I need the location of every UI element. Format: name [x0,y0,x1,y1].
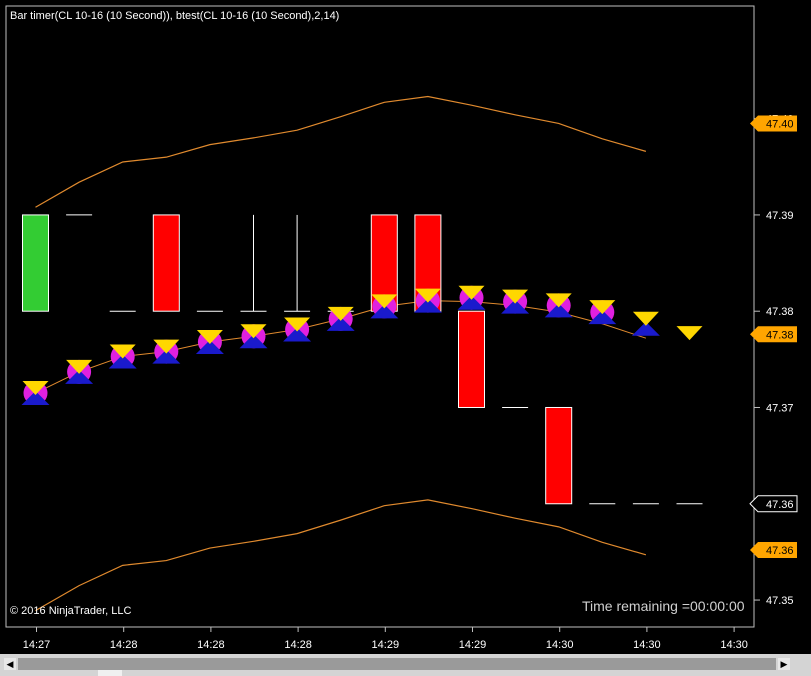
marker-down-triangle [676,326,703,341]
marker-up-triangle [501,299,530,314]
signal-marker [588,300,617,325]
signal-marker [326,306,355,331]
signal-marker [108,344,137,369]
marker-down-triangle [502,289,529,304]
marker-down-triangle [22,381,49,396]
right-panel-edge [800,0,811,654]
bar-body [22,214,49,312]
y-tick-label: 47.39 [766,210,794,222]
marker-down-triangle [589,300,616,315]
scroll-left-icon[interactable]: ◀ [4,658,16,670]
signal-marker [370,294,399,319]
signal-marker [413,288,442,313]
marker-up-triangle [588,310,617,325]
scroll-track[interactable] [18,658,776,670]
marker-up-triangle [283,327,312,342]
price-tag-label: 47.36 [766,545,794,557]
price-tag-shape [750,115,797,132]
x-tick-label: 14:30 [546,639,574,651]
signal-marker [152,339,181,364]
marker-down-triangle [109,344,136,359]
marker-up-triangle [239,334,268,349]
marker-up-triangle [457,295,486,310]
markers-layer [21,285,703,406]
marker-down-triangle [371,294,398,309]
marker-up-triangle [152,349,181,364]
marker-up-triangle [370,304,399,319]
marker-up-triangle [108,354,137,369]
signal-marker [21,381,50,406]
copyright-text: © 2016 NinjaTrader, LLC [10,605,132,617]
marker-down-triangle [458,285,485,300]
marker-up-triangle [195,340,224,355]
marker-up-triangle [65,369,94,384]
marker-down-triangle [66,359,93,374]
scroll-thumb[interactable] [98,670,122,676]
bar-body [152,214,180,312]
marker-down-triangle [632,311,659,326]
y-axis: 47.40 47.39 47.38 47.37 47.36 47.35 [754,114,794,607]
signal-marker [544,293,573,318]
horizontal-scrollbar[interactable]: ◀ ▶ [0,654,811,676]
marker-up-triangle [21,391,50,406]
bar-body [458,310,485,408]
y-tick-label: 47.38 [766,306,794,318]
signal-marker [65,359,94,384]
price-tags: 47.40 47.38 47.36 47.36 [749,115,798,558]
price-tag-label: 47.38 [766,329,794,341]
marker-down-triangle [284,317,311,332]
lower-band-line [35,499,647,612]
x-tick-label: 14:28 [110,639,138,651]
signal-marker [195,330,224,355]
marker-down-triangle [196,330,223,345]
signal-marker [501,289,530,314]
price-tag-label: 47.36 [766,499,794,511]
x-axis: 14:27 14:28 14:28 14:28 14:29 14:29 14:30 14:30… [23,627,811,651]
time-remaining: Time remaining =00:00:00 [582,598,745,614]
signal-marker [631,311,660,336]
x-tick-label: 14:28 [284,639,312,651]
marker-up-triangle [631,321,660,336]
marker-down-triangle [414,288,441,303]
signal-marker [457,285,486,310]
x-tick-label: 14:27 [23,639,51,651]
signal-marker [283,317,312,342]
marker-up-triangle [413,298,442,313]
x-tick-label: 14:30 [720,639,748,651]
y-tick-label: 47.35 [766,595,794,607]
marker-down-triangle [327,306,354,321]
marker-down-triangle [545,293,572,308]
price-tag-shape [750,326,797,343]
bar-body [545,406,573,505]
x-tick-label: 14:29 [459,639,487,651]
scroll-right-icon[interactable]: ▶ [778,658,790,670]
price-tag-shape [749,495,798,513]
marker-down-triangle [153,339,180,354]
y-tick-label: 47.37 [766,402,794,414]
x-tick-label: 14:29 [372,639,400,651]
x-tick-label: 14:28 [197,639,225,651]
upper-band-line [35,95,647,208]
marker-up-triangle [326,316,355,331]
price-tag-shape [750,541,797,558]
price-tag-label: 47.40 [766,118,794,130]
chart-title: Bar timer(CL 10-16 (10 Second)), btest(C… [10,10,340,22]
signal-marker [239,324,268,349]
marker-down-triangle [240,324,267,339]
x-tick-label: 14:30 [633,639,661,651]
marker-up-triangle [544,303,573,318]
signal-marker [676,326,703,341]
